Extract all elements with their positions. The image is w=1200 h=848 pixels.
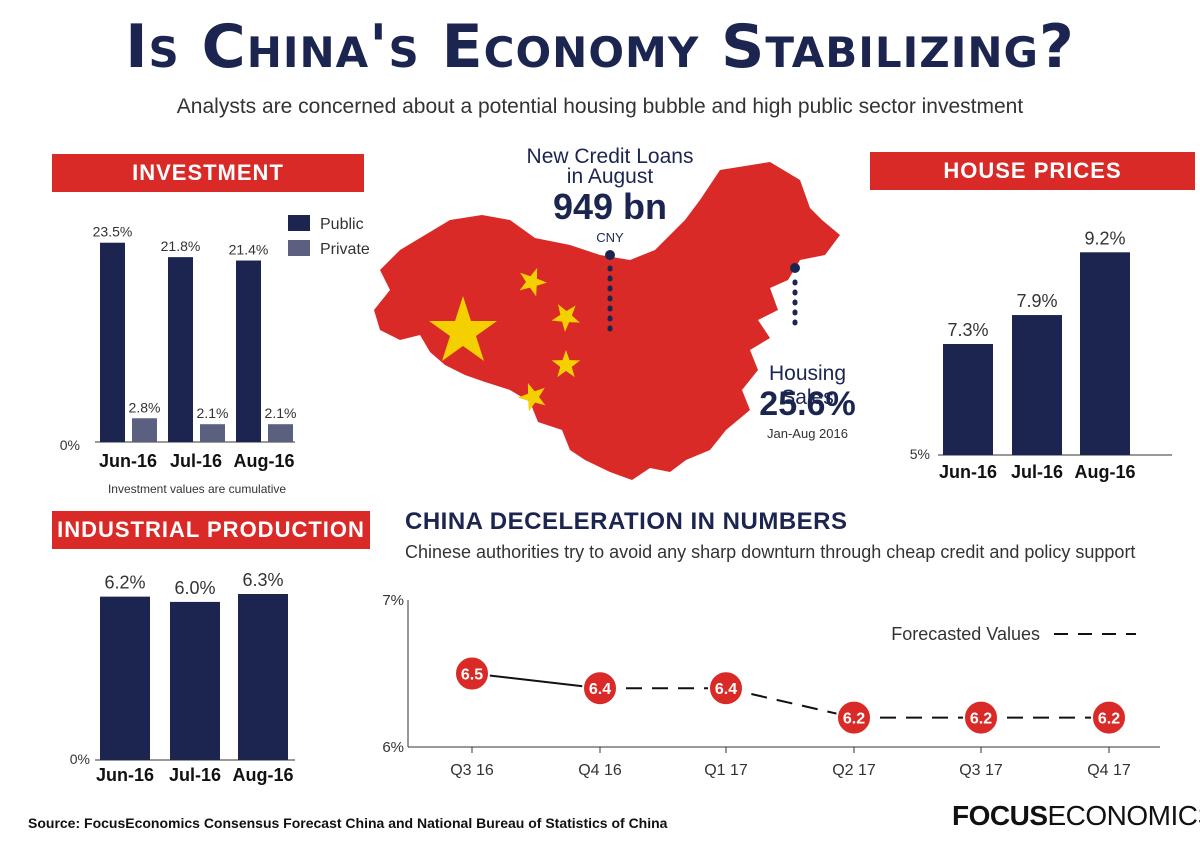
- investment-data-label: 21.4%: [229, 242, 269, 258]
- industrial-x-label: Jun-16: [96, 765, 154, 785]
- credit-label: New Credit Loans in August: [526, 145, 694, 188]
- investment-data-label: 2.8%: [129, 399, 161, 415]
- credit-unit: CNY: [596, 230, 624, 245]
- line-x-label: Q3 17: [959, 762, 1003, 779]
- data-point-label: 6.2: [1098, 711, 1120, 728]
- investment-data-label: 21.8%: [161, 238, 201, 254]
- industrial-bar: [238, 594, 288, 760]
- housing-label: Housing Sales: [768, 362, 847, 409]
- investment-y-label: 0%: [60, 437, 80, 453]
- investment-data-label: 2.1%: [197, 405, 229, 421]
- industrial-production-chart: 0% 6.2% Jun-16 6.0% Jul-16 6.3% Aug-16: [70, 570, 295, 785]
- data-point-marker: [454, 655, 490, 692]
- focuseconomics-logo: FOCUSECONOMICS: [952, 800, 1200, 832]
- investment-chart: 0% 23.5% 2.8% Jun-16 21.8% 2.1% Jul-16 21.4% 2.1…: [60, 215, 370, 496]
- industrial-bar: [170, 601, 220, 760]
- industrial-x-label: Aug-16: [232, 765, 293, 785]
- legend-swatch-public: [288, 215, 310, 231]
- investment-bar-public: [100, 242, 125, 442]
- investment-data-label: 2.1%: [265, 405, 297, 421]
- investment-bar-private: [200, 424, 225, 442]
- line-y-tick-label: 6%: [382, 739, 404, 756]
- house-prices-chart: 5% 7.3% Jun-16 7.9% Jul-16 9.2% Aug-16: [910, 228, 1172, 482]
- deceleration-line-chart: 7% 6% 6.5 Q3 16 6.4 Q4 16 6.4 Q1 17 6.2 Q2 17 6.2 Q…: [382, 592, 1160, 779]
- page-title: Is China's Economy Stabilizing?: [125, 12, 1075, 82]
- credit-value: 949 bn: [552, 186, 668, 227]
- big-star-icon: [429, 296, 497, 361]
- forecast-segment: [725, 687, 855, 719]
- line-x-label: Q1 17: [704, 762, 748, 779]
- data-point-label: 6.5: [461, 667, 483, 684]
- industrial-y-label: 0%: [70, 751, 90, 767]
- data-point-marker: [963, 699, 999, 736]
- data-point-label: 6.2: [970, 711, 992, 728]
- house-price-bar: [1080, 252, 1130, 455]
- actual-segment: [471, 672, 601, 690]
- investment-bar-private: [132, 418, 157, 442]
- house-data-label: 9.2%: [1084, 228, 1125, 248]
- data-point-label: 6.4: [715, 681, 737, 698]
- deceleration-subtitle: Chinese authorities try to avoid any sha…: [405, 542, 1136, 562]
- house-data-label: 7.9%: [1016, 291, 1057, 311]
- investment-bar-private: [268, 424, 293, 442]
- investment-x-label: Jun-16: [99, 451, 157, 471]
- data-point-label: 6.2: [843, 711, 865, 728]
- industrial-production-banner: INDUSTRIAL PRODUCTION: [52, 511, 370, 549]
- house-price-bar: [1012, 315, 1062, 455]
- logo-bold: FOCUS: [952, 800, 1048, 831]
- deceleration-title: CHINA DECELERATION IN NUMBERS: [405, 508, 848, 535]
- house-x-label: Aug-16: [1074, 462, 1135, 482]
- legend-swatch-private: [288, 240, 310, 256]
- line-x-label: Q4 16: [578, 762, 622, 779]
- investment-note: Investment values are cumulative: [108, 482, 286, 496]
- house-x-label: Jul-16: [1011, 462, 1063, 482]
- china-map: [374, 162, 840, 480]
- credit-pointer-dot: [605, 250, 615, 260]
- line-x-label: Q4 17: [1087, 762, 1131, 779]
- logo-light: ECONOMICS: [1047, 800, 1200, 831]
- small-star-icon: [551, 350, 581, 378]
- house-x-label: Jun-16: [939, 462, 997, 482]
- housing-value: 25.6%: [759, 385, 856, 423]
- house-y-label: 5%: [910, 446, 930, 462]
- china-map-shape: [374, 162, 840, 480]
- small-star-icon: [551, 304, 580, 332]
- investment-bar-public: [168, 257, 193, 442]
- legend-label-private: Private: [320, 241, 370, 258]
- investment-banner: INVESTMENT: [52, 154, 364, 192]
- data-point-marker: [708, 670, 744, 707]
- industrial-data-label: 6.0%: [174, 578, 215, 598]
- data-point-marker: [836, 699, 872, 736]
- industrial-x-label: Jul-16: [169, 765, 221, 785]
- house-data-label: 7.3%: [947, 320, 988, 340]
- housing-period: Jan-Aug 2016: [767, 426, 848, 441]
- line-x-label: Q2 17: [832, 762, 876, 779]
- data-point-marker: [582, 670, 618, 707]
- investment-x-label: Aug-16: [233, 451, 294, 471]
- data-point-marker: [1091, 699, 1127, 736]
- small-star-icon: [519, 267, 548, 297]
- investment-data-label: 23.5%: [93, 224, 133, 240]
- house-price-bar: [943, 344, 993, 455]
- page-subtitle: Analysts are concerned about a potential…: [176, 95, 1024, 118]
- housing-pointer-dot: [790, 263, 800, 273]
- line-x-label: Q3 16: [450, 762, 494, 779]
- investment-bar-public: [236, 260, 261, 442]
- legend-label-public: Public: [320, 216, 364, 233]
- house-prices-banner: HOUSE PRICES: [870, 152, 1195, 190]
- investment-x-label: Jul-16: [170, 451, 222, 471]
- industrial-data-label: 6.2%: [104, 573, 145, 593]
- data-point-label: 6.4: [589, 681, 611, 698]
- small-star-icon: [517, 382, 546, 412]
- source-note: Source: FocusEconomics Consensus Forecas…: [28, 815, 668, 831]
- forecast-legend-label: Forecasted Values: [891, 624, 1040, 644]
- line-y-tick-label: 7%: [382, 592, 404, 609]
- industrial-data-label: 6.3%: [242, 570, 283, 590]
- industrial-bar: [100, 596, 150, 760]
